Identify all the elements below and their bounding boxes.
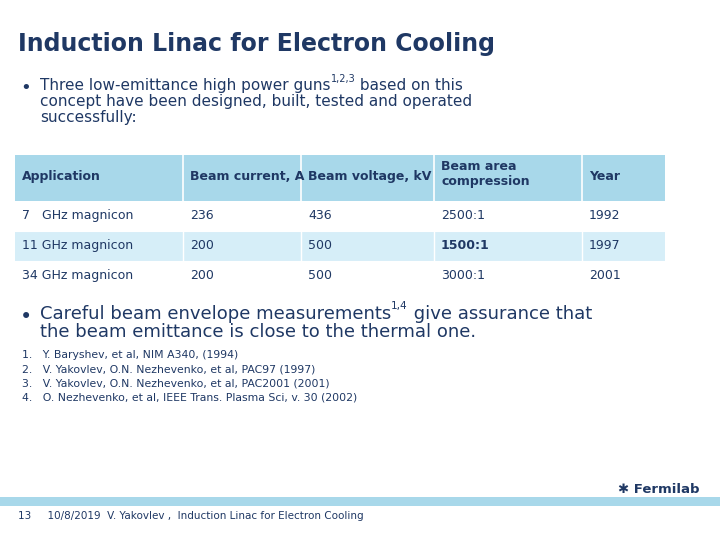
- Text: 2500:1: 2500:1: [441, 209, 485, 222]
- Text: 3000:1: 3000:1: [441, 269, 485, 282]
- Text: Careful beam envelope measurements: Careful beam envelope measurements: [40, 305, 391, 323]
- Text: Beam voltage, kV: Beam voltage, kV: [308, 170, 431, 183]
- Text: concept have been designed, built, tested and operated: concept have been designed, built, teste…: [40, 94, 472, 109]
- Text: 3.   V. Yakovlev, O.N. Nezhevenko, et al, PAC2001 (2001): 3. V. Yakovlev, O.N. Nezhevenko, et al, …: [22, 378, 330, 388]
- Text: 4.   O. Nezhevenko, et al, IEEE Trans. Plasma Sci, v. 30 (2002): 4. O. Nezhevenko, et al, IEEE Trans. Pla…: [22, 392, 357, 402]
- Text: Three low-emittance high power guns: Three low-emittance high power guns: [40, 78, 330, 93]
- Text: based on this: based on this: [355, 78, 463, 93]
- Text: 500: 500: [308, 269, 332, 282]
- Text: 500: 500: [308, 239, 332, 252]
- Text: Application: Application: [22, 170, 101, 183]
- Bar: [15, 155, 665, 201]
- Text: Beam current, A: Beam current, A: [190, 170, 305, 183]
- Text: 2.   V. Yakovlev, O.N. Nezhevenko, et al, PAC97 (1997): 2. V. Yakovlev, O.N. Nezhevenko, et al, …: [22, 364, 315, 374]
- Bar: [15, 261, 665, 291]
- Text: 1500:1: 1500:1: [441, 239, 490, 252]
- Text: 1,4: 1,4: [391, 301, 408, 311]
- Text: ✱ Fermilab: ✱ Fermilab: [618, 483, 700, 496]
- Text: Beam area: Beam area: [441, 160, 516, 173]
- Text: 13     10/8/2019  V. Yakovlev ,  Induction Linac for Electron Cooling: 13 10/8/2019 V. Yakovlev , Induction Lin…: [18, 511, 364, 521]
- Text: 1.   Y. Baryshev, et al, NIM A340, (1994): 1. Y. Baryshev, et al, NIM A340, (1994): [22, 350, 238, 360]
- Text: 1992: 1992: [589, 209, 621, 222]
- Text: 2001: 2001: [589, 269, 621, 282]
- Text: 34 GHz magnicon: 34 GHz magnicon: [22, 269, 133, 282]
- Text: 7   GHz magnicon: 7 GHz magnicon: [22, 209, 133, 222]
- Text: the beam emittance is close to the thermal one.: the beam emittance is close to the therm…: [40, 323, 476, 341]
- Text: 1997: 1997: [589, 239, 621, 252]
- Bar: [0, 497, 720, 506]
- Text: •: •: [20, 79, 31, 97]
- Text: 11 GHz magnicon: 11 GHz magnicon: [22, 239, 133, 252]
- Text: 436: 436: [308, 209, 332, 222]
- Text: Induction Linac for Electron Cooling: Induction Linac for Electron Cooling: [18, 32, 495, 56]
- Text: compression: compression: [441, 175, 530, 188]
- Text: give assurance that: give assurance that: [408, 305, 592, 323]
- Text: 236: 236: [190, 209, 214, 222]
- Text: 1,2,3: 1,2,3: [330, 74, 355, 84]
- Text: successfully:: successfully:: [40, 110, 137, 125]
- Bar: [15, 201, 665, 231]
- Text: •: •: [20, 307, 32, 327]
- Text: Year: Year: [589, 170, 620, 183]
- Bar: [15, 231, 665, 261]
- Text: 200: 200: [190, 269, 214, 282]
- Text: 200: 200: [190, 239, 214, 252]
